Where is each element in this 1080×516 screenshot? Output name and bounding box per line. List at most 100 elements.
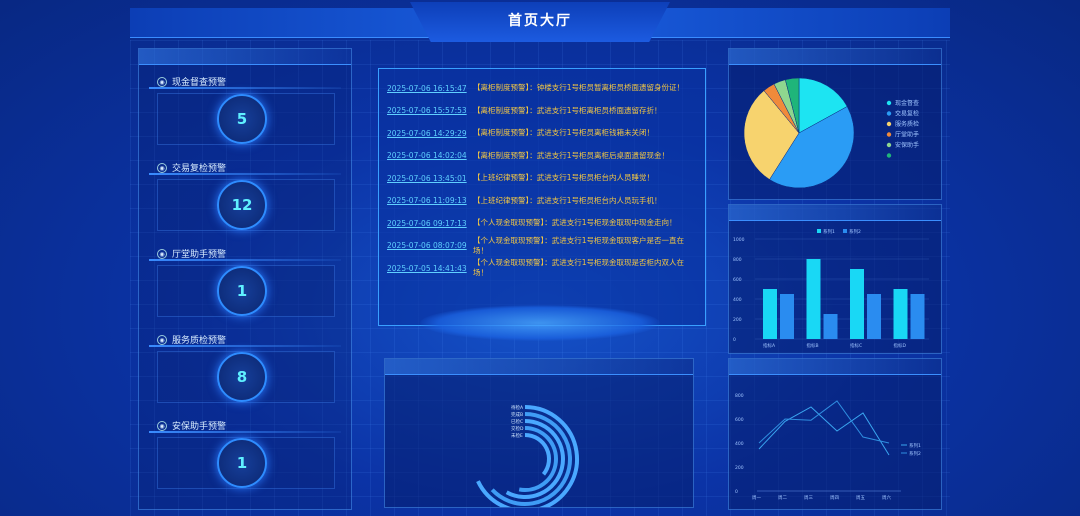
y-tick-label: 400: [735, 441, 744, 447]
legend-swatch: [886, 121, 892, 127]
card-label: ◉ 现金督查预警: [157, 75, 226, 88]
legend-swatch: [886, 142, 892, 148]
alert-time-link[interactable]: 2025-07-05 14:41:43: [387, 263, 467, 273]
bar-chart: 0 200 400 600 800 1000 指标A 指标B 指标C 指标D 系列1 系列2: [733, 228, 929, 349]
bar: [763, 289, 777, 339]
x-tick-label: 周一: [752, 495, 761, 501]
alert-message: 【离柜制度预警】：武进支行1号柜员离柜钱箱未关闭！: [473, 128, 655, 138]
legend-label: 系列2: [849, 228, 861, 235]
radial-label: 完成B: [511, 411, 523, 418]
legend-label: 系列1: [823, 228, 835, 235]
pie-slice: [743, 90, 800, 180]
alert-row[interactable]: 2025-07-06 11:09:13 【上班纪律预警】：武进支行1号柜员柜台内人…: [379, 190, 705, 213]
y-tick-label: 400: [733, 297, 742, 303]
x-tick-label: 周二: [778, 495, 787, 501]
card-divider: [149, 431, 341, 433]
alert-time-link[interactable]: 2025-07-06 08:07:09: [387, 241, 467, 251]
alert-row[interactable]: 2025-07-06 08:07:09 【个人现金取现预警】：武进支行1号柜现金取…: [379, 235, 705, 258]
alert-message: 【离柜制度预警】：武进支行1号柜员离柜后桌面遗留现金！: [473, 150, 670, 160]
bar: [867, 294, 881, 339]
alert-time-link[interactable]: 2025-07-06 09:17:13: [387, 218, 467, 228]
alert-card[interactable]: ◉ 安保助手预警 1: [139, 413, 349, 491]
alert-card[interactable]: ◉ 交易复检预警 12: [139, 155, 349, 233]
alert-list[interactable]: 2025-07-06 16:15:47 【离柜制度预警】：钟楼支行1号柜员暂离柜员…: [378, 68, 706, 326]
alert-row[interactable]: 2025-07-05 14:41:43 【个人现金取现预警】：武进支行1号柜现金取…: [379, 257, 705, 280]
y-tick-label: 800: [735, 393, 744, 399]
card-label: ◉ 交易复检预警: [157, 161, 226, 174]
alert-card[interactable]: ◉ 服务质检预警 8: [139, 327, 349, 405]
radial-bar: [505, 419, 565, 499]
alert-time-link[interactable]: 2025-07-06 14:02:04: [387, 151, 467, 161]
series-line: [758, 406, 890, 456]
pie-slice: [769, 106, 855, 189]
alert-message: 【离柜制度预警】：钟楼支行1号柜员暂离柜员桥面遗留身份证！: [473, 83, 685, 93]
radial-label: 交检D: [511, 425, 524, 432]
bar: [780, 294, 794, 339]
x-tick-label: 指标B: [807, 342, 819, 349]
radial-bar: [524, 433, 551, 476]
legend-swatch: [886, 153, 892, 158]
card-label-text: 服务质检预警: [172, 336, 227, 346]
alert-message: 【个人现金取现预警】：武进支行1号柜现金取现客户是否一直在场！: [473, 235, 685, 255]
legend-label: 交易复检: [895, 110, 919, 118]
legend-label: 系列1: [909, 442, 921, 449]
alert-card[interactable]: ◉ 厅堂助手预警 1: [139, 241, 349, 319]
legend-label: 系列2: [909, 450, 921, 457]
radial-bar: [476, 405, 579, 513]
card-label: ◉ 安保助手预警: [157, 419, 226, 432]
card-label: ◉ 厅堂助手预警: [157, 247, 226, 260]
card-label-text: 交易复检预警: [172, 164, 227, 174]
alert-row[interactable]: 2025-07-06 13:45:01 【上班纪律预警】：武进支行1号柜员柜台内人…: [379, 167, 705, 190]
alert-row[interactable]: 2025-07-06 14:29:29 【离柜制度预警】：武进支行1号柜员离柜钱箱…: [379, 122, 705, 145]
alert-time-link[interactable]: 2025-07-06 11:09:13: [387, 196, 467, 206]
bar: [893, 289, 908, 339]
x-tick-label: 周五: [856, 495, 865, 501]
card-label-text: 厅堂助手预警: [172, 250, 227, 260]
cash-icon: ◉: [157, 76, 167, 87]
y-tick-label: 600: [735, 417, 744, 423]
legend-label: 厅堂助手: [895, 131, 919, 139]
x-tick-label: 指标D: [894, 342, 907, 349]
radial-label: 已检C: [511, 418, 523, 425]
y-tick-label: 1000: [733, 237, 745, 243]
alert-row[interactable]: 2025-07-06 15:57:53 【离柜制度预警】：武进支行1号柜离柜员桥面…: [379, 100, 705, 123]
radial-bar: [518, 426, 558, 492]
card-label-text: 现金督查预警: [172, 78, 227, 88]
y-tick-label: 800: [733, 257, 742, 263]
y-tick-label: 200: [735, 465, 744, 471]
alert-row[interactable]: 2025-07-06 16:15:47 【离柜制度预警】：钟楼支行1号柜员暂离柜员…: [379, 77, 705, 100]
x-tick-label: 周三: [804, 495, 813, 501]
bar-panel-header: [729, 205, 941, 221]
line-chart-panel: 0 200 400 600 800 周一 周二 周三 周四 周五 周六 系列1 系列2: [728, 358, 942, 510]
x-tick-label: 指标C: [850, 342, 862, 349]
alert-time-link[interactable]: 2025-07-06 13:45:01: [387, 173, 467, 183]
legend-swatch: [886, 100, 892, 106]
alert-time-link[interactable]: 2025-07-06 15:57:53: [387, 106, 467, 116]
x-tick-label: 指标A: [763, 342, 776, 349]
y-tick-label: 600: [733, 277, 742, 283]
alert-time-link[interactable]: 2025-07-06 16:15:47: [387, 83, 467, 93]
alert-row[interactable]: 2025-07-06 09:17:13 【个人现金取现预警】：武进支行1号柜现金取…: [379, 212, 705, 235]
card-divider: [149, 87, 341, 89]
legend-swatch: [886, 111, 892, 116]
legend-swatch: [817, 229, 821, 233]
service-icon: ◉: [157, 334, 167, 345]
alert-row[interactable]: 2025-07-06 14:02:04 【离柜制度预警】：武进支行1号柜员离柜后桌…: [379, 145, 705, 168]
alert-card[interactable]: ◉ 现金督查预警 5: [139, 69, 349, 147]
bar: [910, 294, 925, 339]
card-divider: [149, 259, 341, 261]
pedestal-glow: [420, 305, 660, 341]
transaction-icon: ◉: [157, 162, 167, 173]
card-divider: [149, 345, 341, 347]
pie-slice: [798, 77, 848, 134]
card-count: 8: [217, 352, 267, 402]
alert-time-link[interactable]: 2025-07-06 14:29:29: [387, 128, 467, 138]
alert-message: 【上班纪律预警】：武进支行1号柜员柜台内人员睡觉！: [473, 173, 655, 183]
card-count: 1: [217, 438, 267, 488]
bar: [806, 259, 821, 339]
left-panel-header: [139, 49, 351, 65]
y-tick-label: 0: [735, 489, 738, 495]
